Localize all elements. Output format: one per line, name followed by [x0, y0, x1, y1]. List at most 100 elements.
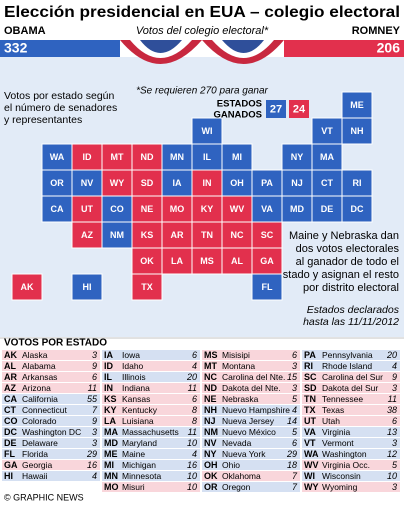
state-tile-label: VT: [321, 126, 333, 136]
state-name: Luisiana: [122, 416, 154, 426]
states-won-box: [266, 100, 286, 118]
state-name: Arkansas: [22, 372, 57, 382]
state-abbr: WY: [304, 482, 319, 492]
state-tile: [221, 195, 253, 223]
state-tile-label: ND: [141, 152, 154, 162]
state-votes: 7: [92, 405, 98, 415]
state-votes: 14: [287, 416, 297, 426]
state-votes: 4: [192, 449, 197, 459]
state-tile-label: WY: [110, 178, 125, 188]
state-name: Wyoming: [322, 482, 358, 492]
state-votes: 7: [292, 482, 298, 492]
table-row-bg: [102, 405, 200, 415]
state-tile: [251, 273, 283, 301]
table-row-bg: [202, 405, 300, 415]
state-votes: 29: [86, 449, 97, 459]
state-votes: 4: [192, 361, 197, 371]
state-tile-label: AR: [171, 230, 184, 240]
state-votes: 13: [387, 427, 397, 437]
state-votes: 20: [186, 372, 197, 382]
state-tile: [191, 221, 223, 249]
state-abbr: MN: [104, 471, 118, 481]
state-tile-label: NV: [81, 178, 94, 188]
state-abbr: UT: [304, 416, 316, 426]
obama-label: OBAMA: [4, 25, 46, 37]
table-row-bg: [2, 372, 100, 382]
state-abbr: NV: [204, 438, 217, 448]
state-name: Indiana: [122, 383, 150, 393]
romney-label: ROMNEY: [352, 25, 401, 37]
state-name: Misisipi: [222, 350, 250, 360]
state-tile-label: IA: [173, 178, 183, 188]
table-row-bg: [202, 416, 300, 426]
state-name: Illinois: [122, 372, 146, 382]
obama-votes: 332: [4, 40, 28, 56]
state-votes: 3: [92, 438, 97, 448]
state-name: Maine: [122, 449, 145, 459]
state-tile: [341, 91, 373, 119]
table-row-bg: [2, 361, 100, 371]
state-tile: [281, 143, 313, 171]
state-tile: [71, 143, 103, 171]
table-row-bg: [302, 372, 400, 382]
state-tile-label: LA: [171, 256, 183, 266]
state-name: Michigan: [122, 460, 156, 470]
state-name: Nebraska: [222, 394, 259, 404]
state-abbr: IN: [104, 383, 113, 393]
state-name: Oregon: [222, 482, 251, 492]
state-votes: 6: [92, 372, 97, 382]
state-votes: 11: [88, 383, 97, 393]
table-row-bg: [202, 460, 300, 470]
state-tile-label: MT: [111, 152, 124, 162]
state-abbr: SC: [304, 372, 317, 382]
state-name: Dakota del Sur: [322, 383, 378, 393]
table-row-bg: [102, 383, 200, 393]
maine-nebraska-note: al ganador de todo el: [296, 256, 399, 268]
state-abbr: AK: [4, 350, 17, 360]
state-votes: 3: [292, 361, 297, 371]
table-row-bg: [302, 449, 400, 459]
state-abbr: AL: [4, 361, 16, 371]
table-row-bg: [102, 372, 200, 382]
state-abbr: MA: [104, 427, 118, 437]
state-tile: [71, 195, 103, 223]
state-votes: 6: [292, 438, 297, 448]
state-tile-label: MI: [232, 152, 242, 162]
state-tile-label: SC: [261, 230, 274, 240]
state-abbr: TN: [304, 394, 316, 404]
state-votes: 11: [388, 394, 397, 404]
state-tile-label: NJ: [291, 178, 303, 188]
state-votes: 9: [92, 361, 97, 371]
state-tile: [131, 273, 163, 301]
state-tile-label: TX: [141, 282, 153, 292]
states-won-label: ESTADOS: [217, 99, 262, 110]
state-votes: 6: [292, 350, 297, 360]
state-tile-label: CO: [110, 204, 124, 214]
state-name: Oklahoma: [222, 471, 261, 481]
table-row-bg: [302, 405, 400, 415]
state-name: California: [22, 394, 58, 404]
state-abbr: NH: [204, 405, 217, 415]
state-abbr: OH: [204, 460, 218, 470]
state-name: Alabama: [22, 361, 56, 371]
state-tile: [71, 273, 103, 301]
state-tile-label: IL: [203, 152, 212, 162]
state-name: Virginia Occ.: [322, 460, 370, 470]
state-abbr: CA: [4, 394, 17, 404]
state-name: Washington DC: [22, 427, 81, 437]
table-row-bg: [202, 350, 300, 360]
state-name: Colorado: [22, 416, 57, 426]
state-tile-label: OR: [50, 178, 64, 188]
table-row-bg: [102, 394, 200, 404]
state-tile: [161, 195, 193, 223]
state-name: Rhode Island: [322, 361, 372, 371]
state-tile: [281, 169, 313, 197]
state-abbr: NE: [204, 394, 217, 404]
state-tile: [101, 221, 133, 249]
state-abbr: CT: [4, 405, 16, 415]
state-abbr: OR: [204, 482, 218, 492]
state-name: Ohio: [222, 460, 240, 470]
state-name: Virginia: [322, 427, 350, 437]
state-votes: 18: [287, 460, 297, 470]
